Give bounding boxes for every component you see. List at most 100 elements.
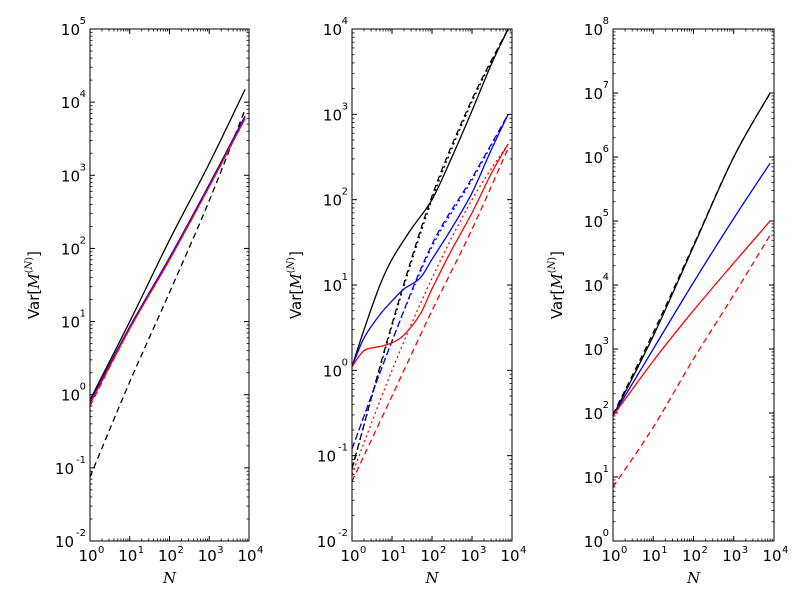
x-tick-label: 10 (380, 547, 399, 565)
y-tick-exponent: 5 (603, 208, 609, 219)
x-tick-exponent: 4 (782, 545, 788, 556)
y-tick-exponent: 0 (80, 382, 86, 393)
y-tick-label: 10 (61, 240, 80, 258)
y-tick-exponent: 4 (603, 272, 609, 283)
series-red-solid (613, 220, 771, 417)
y-tick-label: 10 (61, 167, 80, 185)
x-tick-exponent: 1 (400, 545, 406, 556)
y-tick-exponent: 0 (342, 357, 348, 368)
y-tick-label: 10 (323, 192, 342, 210)
x-tick-exponent: 3 (217, 545, 223, 556)
panel-middle: 10 0 10 1 10 2 10 3 10 4-210-110010110210310410NV… (286, 16, 526, 587)
y-tick-label: 10 (317, 533, 336, 551)
x-tick-label: 10 (762, 547, 781, 565)
y-tick-label: 10 (323, 277, 342, 295)
y-tick-exponent: -1 (76, 455, 86, 466)
y-tick-label: 10 (584, 341, 603, 359)
y-tick-exponent: 3 (342, 101, 348, 112)
y-tick-exponent: 6 (603, 144, 609, 155)
series-black-solid (90, 88, 246, 401)
y-tick-exponent: 5 (80, 16, 86, 27)
y-tick-exponent: 2 (80, 235, 86, 246)
x-tick-exponent: 1 (138, 545, 144, 556)
y-tick-label: 10 (61, 387, 80, 405)
y-tick-exponent: 1 (80, 309, 86, 320)
panel-left: 10 0 10 1 10 2 10 3 10 4-210-11001011021031041051… (24, 16, 263, 587)
y-tick-exponent: 2 (603, 400, 609, 411)
x-tick-label: 10 (118, 547, 137, 565)
y-tick-label: 10 (55, 460, 74, 478)
x-tick-exponent: 2 (178, 545, 184, 556)
axes-frame (89, 28, 250, 542)
x-tick-exponent: 3 (480, 545, 486, 556)
y-tick-exponent: 4 (80, 89, 86, 100)
y-tick-exponent: -1 (338, 443, 348, 454)
y-tick-label: 10 (323, 362, 342, 380)
x-tick-label: 10 (601, 547, 620, 565)
y-tick-label: 10 (61, 21, 80, 39)
x-tick-exponent: 3 (742, 545, 748, 556)
series-blue-solid (613, 162, 771, 417)
x-tick-exponent: 2 (702, 545, 708, 556)
x-tick-label: 10 (78, 547, 97, 565)
series-blue-solid (90, 115, 246, 403)
y-tick-exponent: -2 (76, 528, 86, 539)
x-axis-label: N (162, 569, 177, 587)
y-tick-label: 10 (61, 314, 80, 332)
y-axis-label: Var[M(N)] (286, 251, 305, 319)
x-tick-exponent: 4 (520, 545, 526, 556)
y-tick-exponent: 1 (342, 272, 348, 283)
series-red-dotted (352, 143, 509, 475)
y-tick-label: 10 (323, 106, 342, 124)
y-tick-label: 10 (323, 21, 342, 39)
x-tick-label: 10 (158, 547, 177, 565)
y-axis-label: Var[M(N)] (547, 251, 566, 319)
x-tick-exponent: 0 (360, 545, 366, 556)
x-tick-label: 10 (198, 547, 217, 565)
y-tick-label: 10 (584, 85, 603, 103)
y-tick-exponent: 3 (603, 336, 609, 347)
x-axis-label: N (424, 569, 439, 587)
axes-frame (612, 28, 775, 542)
y-tick-label: 10 (317, 448, 336, 466)
x-tick-label: 10 (420, 547, 439, 565)
series-black-dashed (90, 108, 246, 478)
series-blue-solid (352, 114, 509, 368)
x-tick-exponent: 1 (661, 545, 667, 556)
x-tick-exponent: 4 (257, 545, 263, 556)
x-tick-label: 10 (460, 547, 479, 565)
y-tick-label: 10 (55, 533, 74, 551)
x-tick-label: 10 (722, 547, 741, 565)
x-tick-exponent: 2 (440, 545, 446, 556)
series-red-dashed (613, 234, 771, 488)
x-tick-exponent: 0 (98, 545, 104, 556)
x-tick-label: 10 (237, 547, 256, 565)
x-tick-label: 10 (500, 547, 519, 565)
y-tick-label: 10 (584, 277, 603, 295)
x-axis-label: N (686, 569, 701, 587)
panel-right: 10 0 10 1 10 2 10 3 10 40101102103104105106107108… (547, 16, 788, 587)
axes-frame (351, 28, 513, 542)
x-tick-label: 10 (682, 547, 701, 565)
y-tick-label: 10 (584, 405, 603, 423)
y-tick-exponent: 8 (603, 16, 609, 27)
y-axis-label: Var[M(N)] (24, 251, 43, 319)
x-tick-label: 10 (642, 547, 661, 565)
series-black-dashed (613, 92, 771, 415)
y-tick-exponent: 1 (603, 464, 609, 475)
series-red-solid (352, 143, 509, 368)
y-tick-label: 10 (584, 149, 603, 167)
y-tick-exponent: 3 (80, 162, 86, 173)
series-red-dashed (352, 148, 509, 482)
y-tick-exponent: 0 (603, 528, 609, 539)
y-tick-exponent: 4 (342, 16, 348, 27)
y-tick-exponent: -2 (338, 528, 348, 539)
y-tick-exponent: 7 (603, 80, 609, 91)
x-tick-exponent: 0 (621, 545, 627, 556)
y-tick-label: 10 (584, 533, 603, 551)
series-blue-dashed (352, 114, 509, 450)
y-tick-label: 10 (584, 469, 603, 487)
x-tick-label: 10 (340, 547, 359, 565)
series-red-dashed (90, 118, 246, 407)
